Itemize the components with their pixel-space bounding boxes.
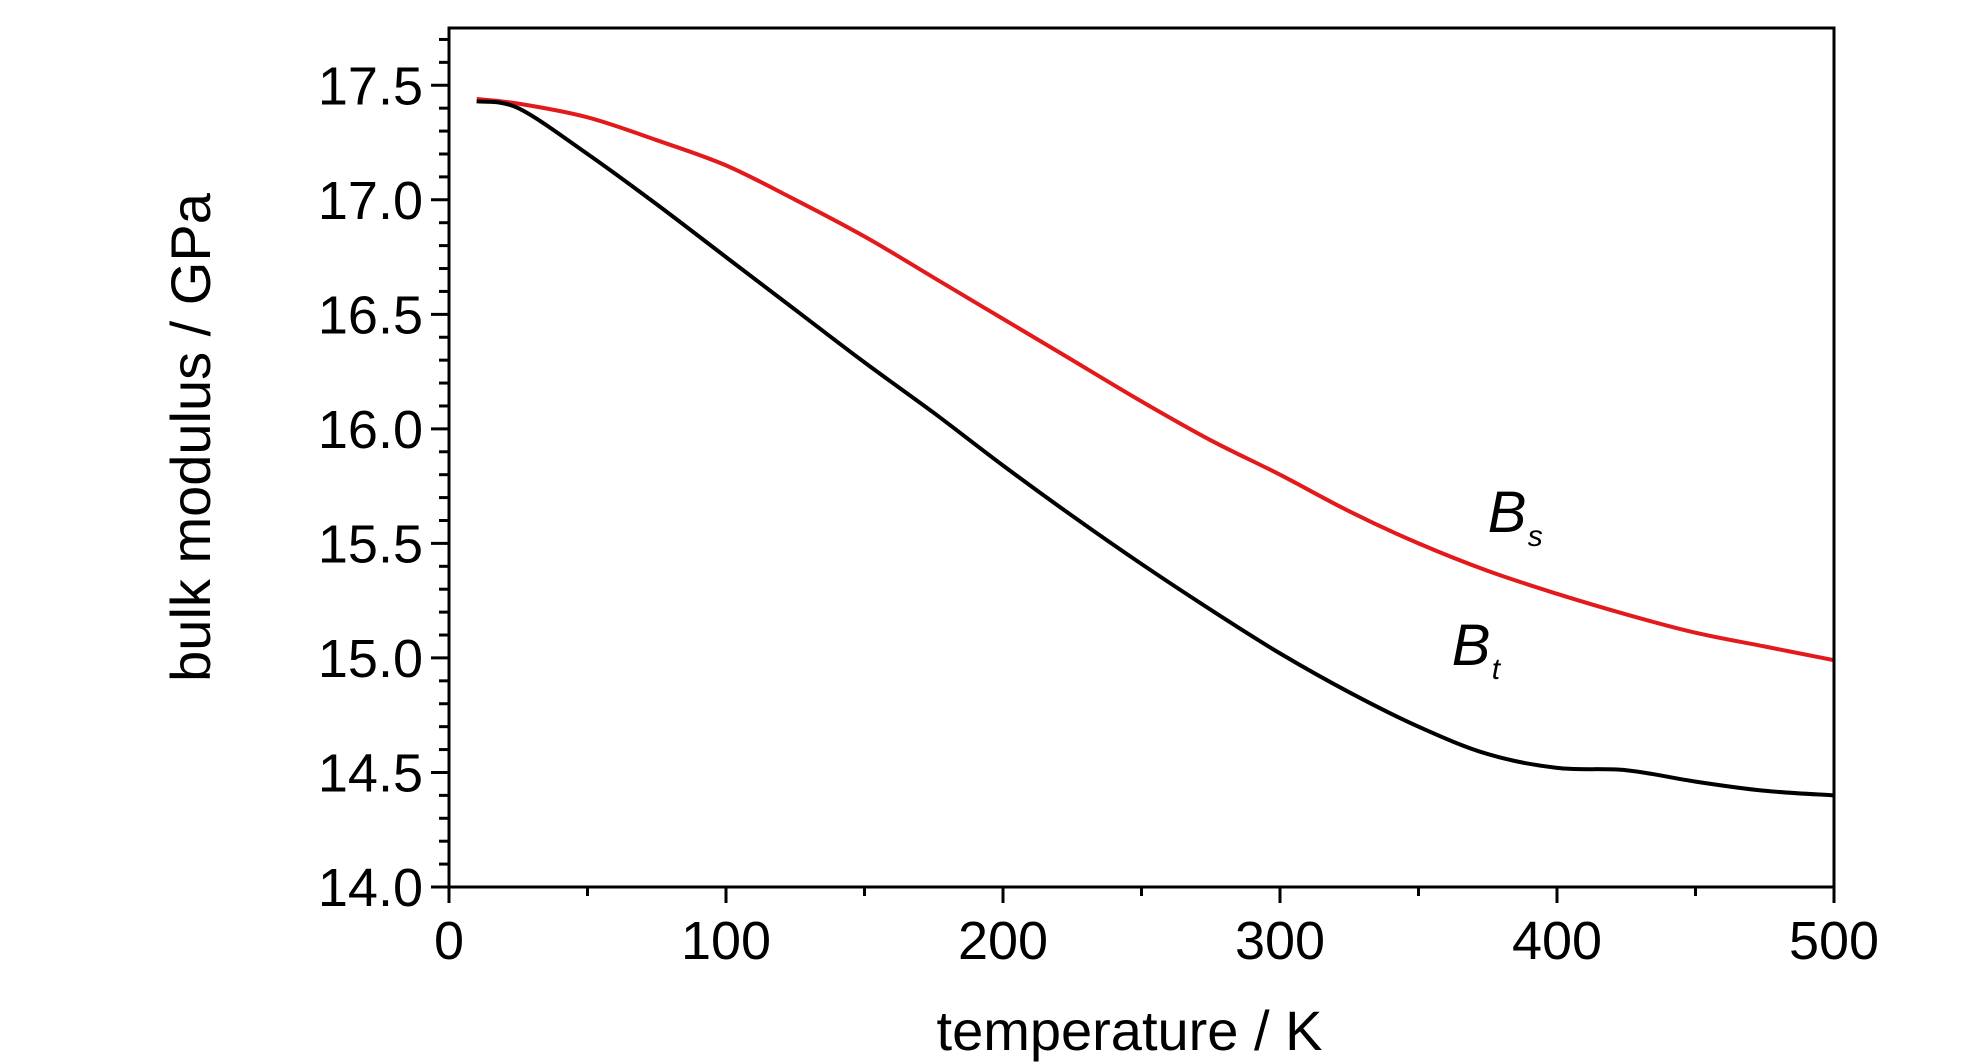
- x-tick-label: 400: [1512, 911, 1602, 971]
- y-tick-label: 14.5: [318, 743, 423, 803]
- x-tick-label: 200: [958, 911, 1048, 971]
- x-tick-label: 300: [1235, 911, 1325, 971]
- x-tick-label: 0: [434, 911, 464, 971]
- y-tick-label: 16.0: [318, 400, 423, 460]
- x-tick-label: 100: [681, 911, 771, 971]
- series-line-Bt: [476, 99, 1835, 798]
- series-label-Bs: B: [1488, 480, 1527, 545]
- y-tick-label: 15.0: [318, 629, 423, 689]
- y-axis-title: bulk modulus / GPa: [159, 192, 222, 682]
- y-tick-label: 17.5: [318, 56, 423, 116]
- y-tick-label: 14.0: [318, 858, 423, 918]
- x-axis-title: temperature / K: [937, 999, 1323, 1062]
- y-tick-label: 15.5: [318, 514, 423, 574]
- tick-labels-layer: 0 100 200 300 400 500 14.0 14.5 15.0 15.5 16.0 16.5…: [318, 56, 1879, 971]
- series-layer: [476, 97, 1835, 798]
- series-label-sub-Bs: s: [1528, 520, 1543, 553]
- y-tick-label: 16.5: [318, 285, 423, 345]
- y-tick-label: 17.0: [318, 171, 423, 231]
- ticks-layer: [431, 37, 1836, 903]
- series-line-Bs: [476, 97, 1835, 663]
- series-label-Bt: B: [1452, 613, 1491, 678]
- series-label-sub-Bt: t: [1492, 653, 1502, 686]
- x-tick-label: 500: [1789, 911, 1879, 971]
